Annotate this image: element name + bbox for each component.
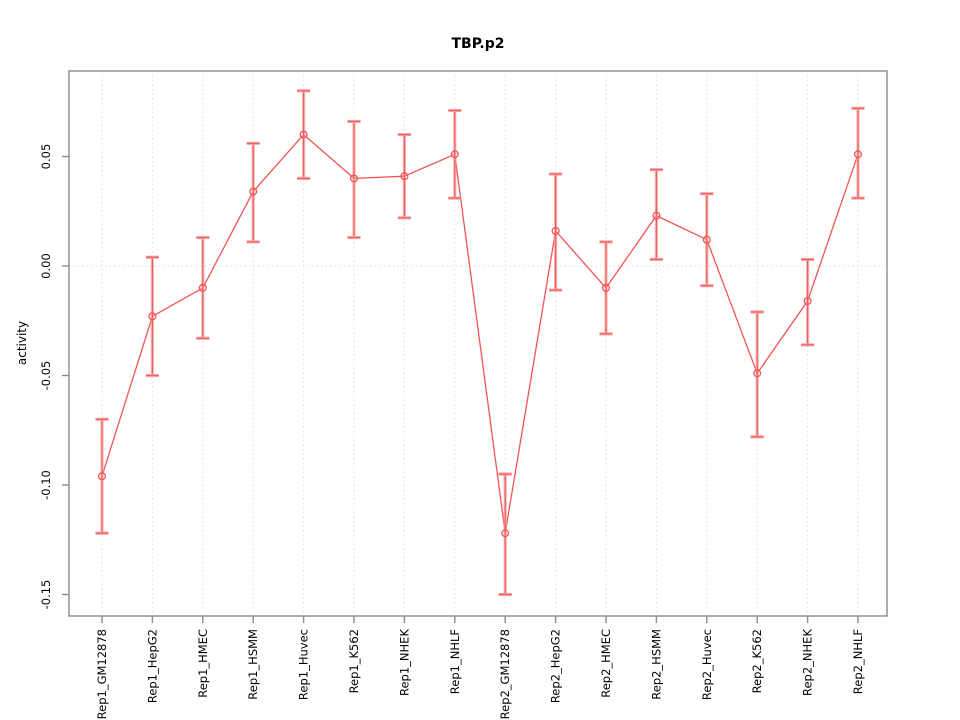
data-point: [652, 211, 661, 220]
data-point: [803, 296, 812, 306]
x-tick-label: Rep2_HMEC: [599, 629, 613, 698]
data-point: [400, 172, 409, 181]
data-point: [349, 174, 359, 183]
data-point: [450, 150, 459, 159]
x-tick-label: Rep2_Huvec: [700, 629, 714, 700]
data-point: [501, 529, 510, 538]
x-tick-label: Rep2_NHLF: [851, 629, 865, 694]
x-tick-label: Rep1_K562: [347, 629, 361, 693]
x-tick-label: Rep2_GM12878: [498, 629, 512, 719]
data-point: [601, 283, 611, 292]
data-point: [148, 312, 157, 321]
data-point: [249, 187, 258, 196]
data-point: [551, 226, 560, 236]
x-tick-label: Rep1_NHEK: [397, 629, 411, 696]
y-tick-label: 0.00: [39, 253, 53, 279]
x-tick-label: Rep1_GM12878: [95, 629, 109, 719]
data-point: [198, 283, 207, 292]
data-point: [702, 235, 711, 244]
series-line: [101, 133, 859, 534]
x-tick-label: Rep1_HepG2: [145, 629, 159, 703]
x-tick-label: Rep1_NHLF: [448, 629, 462, 694]
y-tick-label: -0.05: [39, 361, 53, 391]
data-point: [299, 130, 308, 139]
x-tick-label: Rep2_K562: [750, 629, 764, 693]
x-tick-label: Rep2_HSMM: [649, 629, 663, 700]
data-point: [853, 150, 863, 159]
y-tick-label: -0.10: [39, 470, 53, 500]
data-point: [97, 472, 107, 481]
x-tick-label: Rep1_Huvec: [297, 629, 311, 700]
data-point: [753, 369, 762, 378]
x-tick-label: Rep2_HepG2: [549, 629, 563, 703]
x-tick-label: Rep1_HSMM: [246, 629, 260, 700]
plot-box: [68, 70, 888, 617]
plot-title: TBP.p2: [451, 36, 505, 52]
x-tick-label: Rep2_NHEK: [801, 629, 815, 696]
y-tick-label: -0.15: [39, 580, 53, 610]
y-tick-label: 0.05: [39, 144, 53, 170]
x-tick-label: Rep1_HMEC: [196, 629, 210, 698]
